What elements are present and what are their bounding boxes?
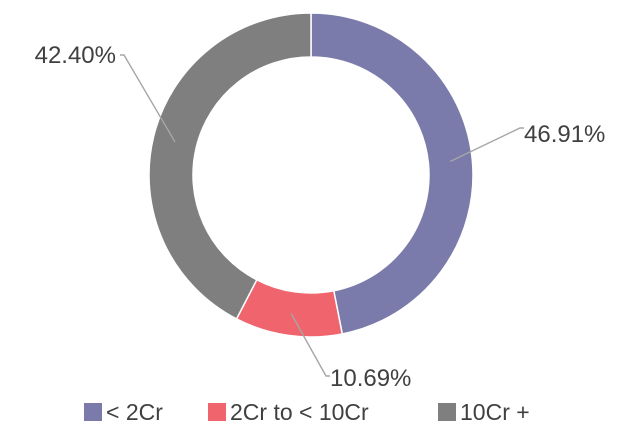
legend-label: < 2Cr — [106, 399, 163, 425]
legend-label: 2Cr to < 10Cr — [230, 399, 369, 425]
slice-2cr — [310, 12, 474, 335]
leader-line-10cr — [120, 54, 176, 143]
slice-10cr — [148, 12, 312, 320]
legend-swatch — [438, 403, 456, 421]
legend-swatch — [84, 403, 102, 421]
legend-item-2cr-to-10cr: 2Cr to < 10Cr — [208, 399, 369, 425]
data-labels: 46.91% 10.69% 42.40% — [35, 42, 606, 392]
leader-line-2cr-to-10cr — [290, 313, 330, 377]
leader-lines — [120, 54, 524, 377]
data-label-10cr: 42.40% — [35, 42, 116, 69]
donut-slices — [148, 12, 474, 338]
legend-label: 10Cr + — [460, 399, 530, 425]
data-label-2cr: 46.91% — [524, 121, 605, 148]
legend-swatch — [208, 403, 226, 421]
leader-line-2cr — [450, 127, 524, 163]
data-label-2cr-to-10cr: 10.69% — [330, 365, 411, 392]
legend-item-2cr: < 2Cr — [84, 399, 163, 425]
legend-item-10cr: 10Cr + — [438, 399, 530, 425]
legend: < 2Cr 2Cr to < 10Cr 10Cr + — [84, 399, 530, 425]
